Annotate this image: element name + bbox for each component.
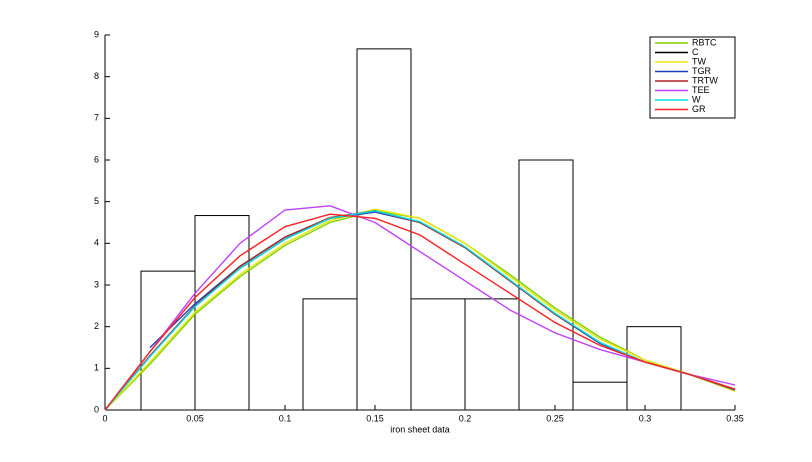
legend-box: [649, 36, 736, 119]
density-line: [104, 208, 736, 411]
histogram-bar: [464, 298, 520, 411]
y-tick-label: 3: [94, 279, 99, 289]
histogram-bar: [356, 48, 412, 411]
y-tick-label: 1: [94, 363, 99, 373]
x-tick-label: 0.3: [639, 413, 652, 423]
y-tick-label: 9: [94, 29, 99, 39]
x-tick-label: 0.2: [459, 413, 472, 423]
histogram-bar: [518, 159, 574, 411]
density-line: [104, 210, 736, 411]
legend-label: C: [692, 47, 699, 57]
density-line: [104, 205, 736, 411]
histogram-bar: [140, 270, 196, 411]
x-axis-label: iron sheet data: [390, 424, 450, 434]
y-tick-label: 0: [94, 404, 99, 414]
density-line: [104, 213, 736, 411]
legend-label: RBTC: [692, 37, 717, 47]
density-line: [104, 210, 736, 411]
y-tick-label: 5: [94, 196, 99, 206]
y-tick-label: 2: [94, 321, 99, 331]
x-tick-label: 0.05: [186, 413, 204, 423]
x-tick-label: 0: [102, 413, 107, 423]
histogram-bar: [194, 215, 250, 411]
x-tick-label: 0.15: [366, 413, 384, 423]
legend-label: W: [692, 94, 701, 104]
y-tick-label: 6: [94, 154, 99, 164]
legend-label: TW: [692, 56, 706, 66]
histogram-bar: [302, 298, 358, 411]
histogram-bar: [410, 298, 466, 411]
y-tick-label: 4: [94, 238, 99, 248]
x-tick-label: 0.1: [279, 413, 292, 423]
legend-label: TRTW: [692, 75, 718, 85]
y-tick-label: 8: [94, 71, 99, 81]
histogram-bar: [572, 381, 628, 411]
y-tick-label: 7: [94, 113, 99, 123]
legend-label: TGR: [692, 66, 711, 76]
legend-label: TEE: [692, 85, 710, 95]
x-tick-label: 0.35: [726, 413, 744, 423]
x-tick-label: 0.25: [546, 413, 564, 423]
histogram-bar: [626, 326, 682, 411]
legend-label: GR: [692, 104, 706, 114]
